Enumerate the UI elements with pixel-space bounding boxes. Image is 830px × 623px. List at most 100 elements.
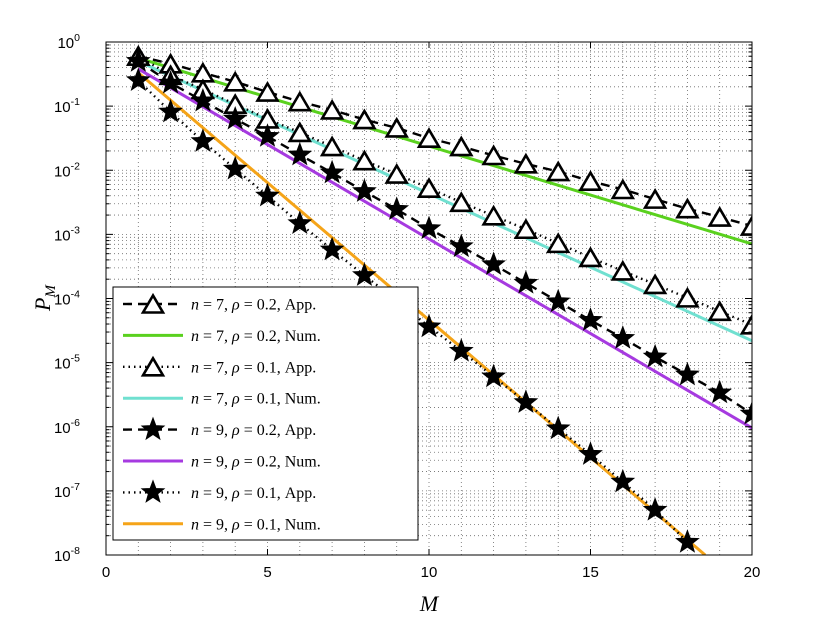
legend-label: n = 7, ρ = 0.2, App. [191,297,316,314]
series-point [448,338,474,362]
series-point [125,48,151,72]
legend-label: n = 9, ρ = 0.1, Num. [191,516,321,533]
series-point [481,363,506,388]
series-point [222,70,248,92]
y-tick-label: 10-5 [54,353,80,373]
series-point [125,67,151,91]
legend-entry: n = 9, ρ = 0.1, Num. [123,516,321,533]
series-point [481,251,506,276]
series-point [707,205,732,227]
series-point [513,218,539,240]
series-point [449,191,474,213]
series-point [416,127,442,148]
series-point [481,144,506,166]
legend-marker [140,479,166,503]
series-point [513,152,539,174]
series-point [545,160,571,182]
series-point [610,325,636,349]
svg-text:PM: PM [30,284,59,312]
series-point [384,163,409,184]
y-axis-label: PM [30,284,59,312]
series-point [255,123,280,147]
series-point [675,197,700,219]
series-point [610,178,636,200]
series-point [610,259,636,281]
legend-label: n = 7, ρ = 0.2, Num. [191,328,321,345]
series-point [675,361,700,386]
series-point [319,135,345,157]
y-tick-label: 10-7 [54,481,80,501]
series-point [287,141,313,166]
series-1 [126,45,752,236]
x-axis-label: M [419,591,440,616]
series-layer [125,45,752,555]
y-tick-label: 10-1 [54,96,80,116]
series-point [158,98,183,123]
legend-entry: n = 7, ρ = 0.2, Num. [123,328,321,345]
series-point [578,170,603,191]
legend-entry: n = 9, ρ = 0.1, App. [123,479,316,503]
series-point [739,313,752,335]
series-point [578,246,603,268]
legend-entry: n = 9, ρ = 0.2, Num. [123,454,321,471]
y-tick-label: 10-2 [54,160,80,180]
series-point [642,497,668,521]
series-point [158,70,183,94]
x-tick-labels: 0 5 10 15 20 [102,564,761,581]
series-point [352,178,377,202]
legend-label: n = 7, ρ = 0.1, Num. [191,391,321,408]
series-point [578,441,603,465]
series-point [675,529,700,553]
series-point [352,108,377,130]
series-point [642,343,668,368]
series-point [352,149,377,171]
series-point [416,177,442,199]
y-tick-label: 10-8 [54,545,80,565]
series-point [513,389,539,413]
series-point [739,400,752,425]
x-tick-label: 0 [102,564,110,581]
series-point [384,116,409,138]
series-line [137,71,707,555]
series-point [449,135,474,157]
series-point [222,155,248,180]
x-tick-label: 20 [744,564,761,581]
series-point [545,415,571,440]
legend-label: n = 9, ρ = 0.2, App. [191,422,316,439]
series-8 [137,71,707,555]
series-point [287,90,313,112]
series-point [707,300,732,322]
series-point [481,204,506,226]
series-point [222,105,248,130]
x-tick-label: 10 [421,564,438,581]
series-point [642,188,668,209]
series-point [190,128,216,152]
y-tick-label: 100 [57,32,80,52]
series-point [416,313,442,338]
series-point [352,262,377,286]
series-point [416,215,442,240]
legend-entry: n = 7, ρ = 0.2, App. [123,292,316,314]
series-point [319,159,345,184]
series-point [642,273,668,295]
series-6 [137,67,752,430]
series-point [255,80,280,102]
series-point [255,182,280,207]
y-tick-label: 10-3 [54,224,80,244]
series-point [319,98,345,120]
series-5 [125,48,752,425]
series-point [675,286,700,308]
series-point [545,232,571,254]
series-7 [125,67,700,553]
series-point [610,468,636,493]
ticks [105,41,753,556]
series-point [287,121,313,143]
y-tick-label: 10-6 [54,417,80,437]
legend-entry: n = 7, ρ = 0.1, App. [123,355,316,377]
legend-label: n = 9, ρ = 0.2, Num. [191,454,321,471]
series-point [319,236,345,261]
series-point [287,210,313,234]
series-line [137,67,752,430]
x-tick-label: 15 [582,564,599,581]
